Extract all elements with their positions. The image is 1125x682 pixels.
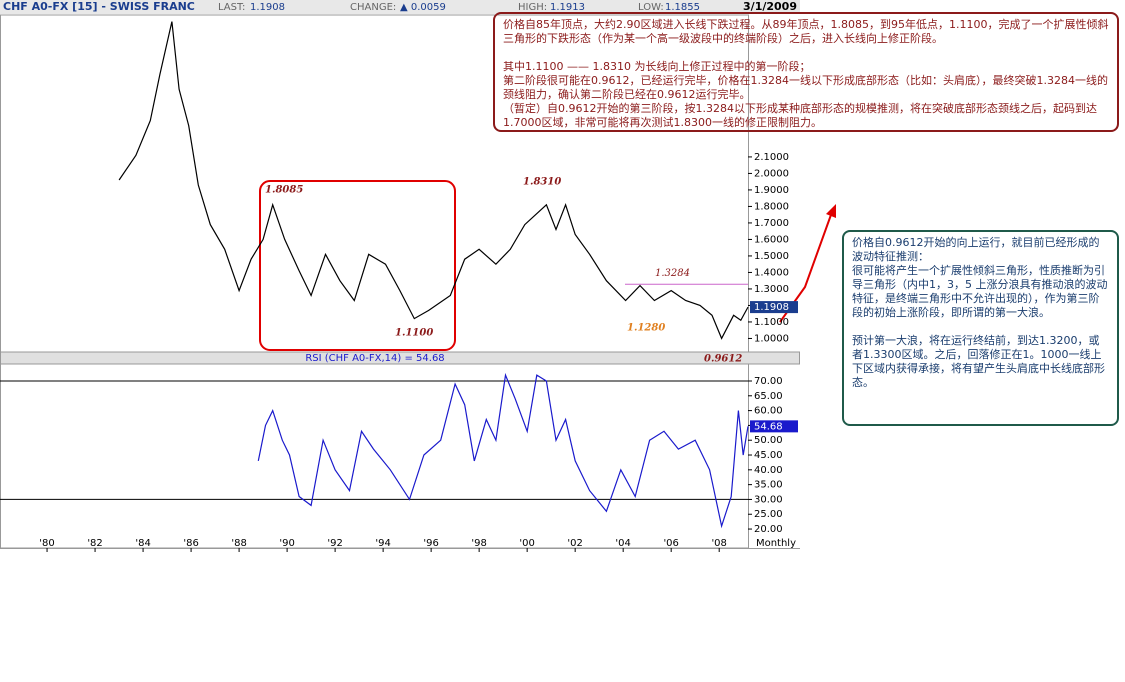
low-label: LOW:: [638, 2, 664, 13]
y-tick-label: 1.6000: [754, 234, 789, 245]
x-tick-label: '06: [663, 538, 678, 549]
y-tick-label: 1.3000: [754, 284, 789, 295]
x-tick-label: '96: [423, 538, 438, 549]
y-tick-label: 1.5000: [754, 251, 789, 262]
chart-title: CHF A0-FX [15] - SWISS FRANC: [3, 0, 195, 13]
y-tick-label: 1.4000: [754, 267, 789, 278]
note-text: 其中1.1100 —— 1.8310 为长线向上修正过程中的第一阶段；: [503, 60, 811, 73]
chart: CHF A0-FX [15] - SWISS FRANC LAST: 1.190…: [0, 0, 836, 552]
note-top: 价格自85年顶点，大约2.90区域进入长线下跌过程。从89年顶点，1.8085，…: [493, 12, 1119, 132]
high-label: HIGH:: [518, 2, 547, 13]
date: 3/1/2009: [743, 0, 797, 13]
x-tick-label: '92: [327, 538, 342, 549]
rsi-panel: [0, 363, 749, 549]
y-tick-label: 40.00: [754, 465, 783, 476]
y-tick-label: 30.00: [754, 494, 783, 505]
y-tick-label: 65.00: [754, 391, 783, 402]
annotation: 1.1280: [627, 323, 665, 334]
y-tick-label: 25.00: [754, 509, 783, 520]
last-label: LAST:: [218, 2, 245, 13]
note-text: 第二阶段很可能在0.9612，已经运行完毕，价格在1.3284一线以下形成底部形…: [503, 74, 1108, 101]
x-tick-label: '82: [87, 538, 102, 549]
y-tick-label: 35.00: [754, 480, 783, 491]
last-value-label: 1.1908: [754, 302, 789, 313]
y-tick-label: 1.0000: [754, 333, 789, 344]
series-line: [118, 21, 749, 340]
last-value-tag: [750, 301, 798, 314]
rsi-title: RSI (CHF A0-FX,14) = 54.68: [305, 353, 444, 364]
y-tick-label: 1.8000: [754, 201, 789, 212]
note-text: 价格自85年顶点，大约2.90区域进入长线下跌过程。从89年顶点，1.8085，…: [503, 18, 1109, 45]
x-tick-label: '94: [375, 538, 390, 549]
last-value-tag: [750, 420, 798, 433]
annotation: 1.3284: [655, 268, 690, 279]
y-tick-label: 1.7000: [754, 218, 789, 229]
y-tick-label: 2.0000: [754, 168, 789, 179]
last-value: 1.1908: [250, 2, 285, 13]
high-value: 1.1913: [550, 2, 585, 13]
highlight-box: [259, 180, 456, 351]
annotation: 1.8310: [523, 177, 561, 188]
y-tick-label: 20.00: [754, 524, 783, 535]
note-right: 价格自0.9612开始的向上运行，就目前已经形成的波动特征推测： 很可能将产生一…: [842, 230, 1119, 426]
last-value-label: 54.68: [754, 421, 783, 432]
annotation: 1.8085: [265, 185, 303, 196]
y-tick-label: 45.00: [754, 450, 783, 461]
x-tick-label: '08: [711, 538, 726, 549]
x-tick-label: '84: [135, 538, 150, 549]
x-tick-label: '80: [39, 538, 54, 549]
y-tick-label: 1.1000: [754, 317, 789, 328]
note-text: （暂定）自0.9612开始的第三阶段，按1.3284以下形成某种底部形态的规模推…: [503, 102, 1097, 129]
note-text: 预计第一大浪，将在运行终结前，到达1.3200，或者1.3300区域。之后，回落…: [852, 334, 1105, 389]
x-tick-label: '04: [615, 538, 630, 549]
x-tick-label: '86: [183, 538, 198, 549]
change-label: CHANGE:: [350, 2, 396, 13]
x-tick-label: '00: [519, 538, 534, 549]
note-text: 价格自0.9612开始的向上运行，就目前已经形成的波动特征推测：: [852, 236, 1100, 263]
x-tick-label: '88: [231, 538, 246, 549]
x-tick-label: '90: [279, 538, 294, 549]
y-tick-label: 70.00: [754, 376, 783, 387]
arrow-head: [826, 204, 836, 218]
annotation: 0.9612: [704, 354, 742, 365]
y-tick-label: 2.1000: [754, 152, 789, 163]
y-tick-label: 50.00: [754, 435, 783, 446]
change-value: ▲ 0.0059: [400, 2, 446, 13]
x-tick-label: '98: [471, 538, 486, 549]
annotation: 1.1100: [395, 328, 433, 339]
low-value: 1.1855: [665, 2, 700, 13]
note-text: 很可能将产生一个扩展性倾斜三角形，性质推断为引导三角形（内中1，3，5 上涨分浪…: [852, 264, 1108, 319]
header-bar: [0, 0, 800, 14]
x-tick-label: '02: [567, 538, 582, 549]
series-line: [257, 372, 749, 529]
interval-label: Monthly: [756, 538, 796, 549]
y-tick-label: 1.9000: [754, 185, 789, 196]
y-tick-label: 60.00: [754, 406, 783, 417]
